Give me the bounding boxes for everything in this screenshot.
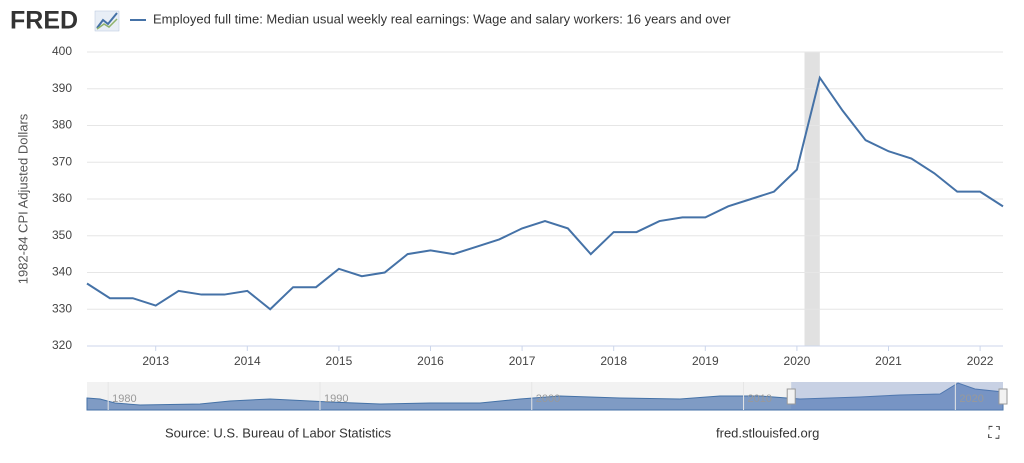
x-tick-label: 2014 [234, 354, 261, 368]
x-tick-label: 2015 [326, 354, 353, 368]
series-line [86, 75, 1004, 311]
y-tick-label: 360 [52, 191, 72, 205]
navigator-tick-label: 1980 [112, 393, 136, 405]
navigator-selection [791, 382, 1003, 410]
y-tick-label: 330 [52, 301, 72, 315]
fullscreen-icon[interactable]: ⛶ [988, 425, 1000, 442]
y-axis-label: 1982-84 CPI Adjusted Dollars [15, 113, 30, 284]
x-tick-label: 2016 [417, 354, 444, 368]
navigator-tick-label: 2010 [748, 393, 772, 405]
x-tick-label: 2021 [875, 354, 902, 368]
navigator-tick-label: 2020 [959, 393, 983, 405]
logo-icon [94, 10, 120, 32]
legend-label: Employed full time: Median usual weekly … [153, 11, 731, 26]
site: fred.stlouisfed.org [716, 425, 819, 440]
navigator-tick-label: 1990 [324, 393, 348, 405]
navigator: ⛶ [86, 382, 1004, 442]
y-tick-label: 340 [52, 265, 72, 279]
y-tick-label: 370 [52, 154, 72, 168]
navigator-tick-label: 2000 [536, 393, 560, 405]
x-tick-label: 2018 [600, 354, 627, 368]
y-tick-label: 400 [52, 44, 72, 58]
y-tick-label: 390 [52, 81, 72, 95]
navigator-handle[interactable] [786, 388, 796, 405]
y-tick-label: 350 [52, 228, 72, 242]
x-tick-label: 2019 [692, 354, 719, 368]
y-tick-label: 380 [52, 118, 72, 132]
source: Source: U.S. Bureau of Labor Statistics [165, 425, 392, 440]
x-tick-label: 2022 [967, 354, 994, 368]
x-tick-label: 2017 [509, 354, 536, 368]
y-tick-label: 320 [52, 338, 72, 352]
navigator-handle[interactable] [998, 388, 1008, 405]
navigator-series [86, 382, 1004, 411]
x-tick-label: 2013 [142, 354, 169, 368]
logo: FRED [10, 7, 78, 35]
x-tick-label: 2020 [784, 354, 811, 368]
